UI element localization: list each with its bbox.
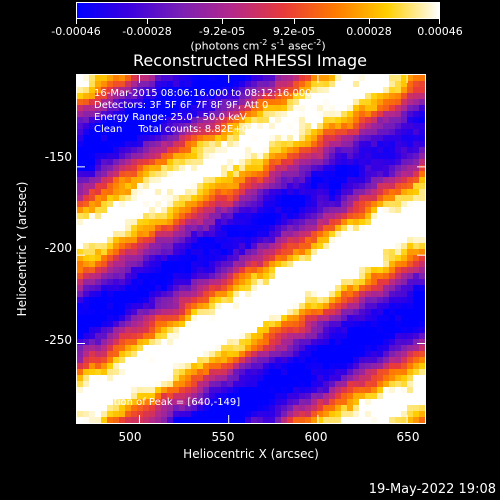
detectors-text: Detectors: 3F 5F 6F 7F 8F 9F, Att 0 — [94, 100, 269, 111]
time-range-text: 16-Mar-2015 08:06:16.000 to 08:12:16.000 — [94, 88, 312, 99]
y-axis-label: Heliocentric Y (arcsec) — [15, 181, 29, 317]
x-axis-label: Heliocentric X (arcsec) — [183, 447, 319, 461]
colorbar-tick — [369, 19, 370, 24]
colorbar-tick — [147, 19, 148, 24]
colorbar-tick-label: 0.00028 — [346, 25, 392, 38]
heatmap-pixels — [77, 75, 425, 423]
clean-counts-text: Clean Total counts: 8.82E+03 — [94, 124, 255, 135]
axis-ticks — [77, 75, 425, 423]
y-tick-label: -250 — [44, 333, 72, 347]
colorbar-tick-label: -0.00046 — [51, 25, 101, 38]
heatmap-svg — [77, 75, 425, 423]
colorbar-tick — [439, 19, 440, 24]
y-tick-label: -200 — [44, 241, 72, 255]
colorbar-tick-label: 9.2e-05 — [272, 25, 316, 38]
colorbar — [76, 2, 440, 19]
x-tick-label: 550 — [211, 430, 235, 444]
colorbar-tick-label: 0.00046 — [417, 25, 463, 38]
colorbar-tick-label: -0.00028 — [122, 25, 172, 38]
peak-position-text: Position of Peak = [640,-149] — [94, 397, 241, 408]
energy-range-text: Energy Range: 25.0 - 50.0 keV — [94, 112, 247, 123]
colorbar-tick — [222, 19, 223, 24]
x-tick-label: 650 — [396, 430, 420, 444]
colorbar-units: (photons cm-2 s-1 asec-2) — [190, 38, 326, 53]
y-tick-label: -150 — [44, 150, 72, 164]
colorbar-tick — [76, 19, 77, 24]
rhessi-image — [76, 74, 426, 424]
x-tick-label: 600 — [304, 430, 328, 444]
plot-timestamp: 19-May-2022 19:08 — [368, 482, 496, 497]
plot-title: Reconstructed RHESSI Image — [133, 51, 367, 70]
colorbar-tick — [294, 19, 295, 24]
colorbar-tick-label: -9.2e-05 — [198, 25, 246, 38]
x-tick-label: 500 — [118, 430, 142, 444]
